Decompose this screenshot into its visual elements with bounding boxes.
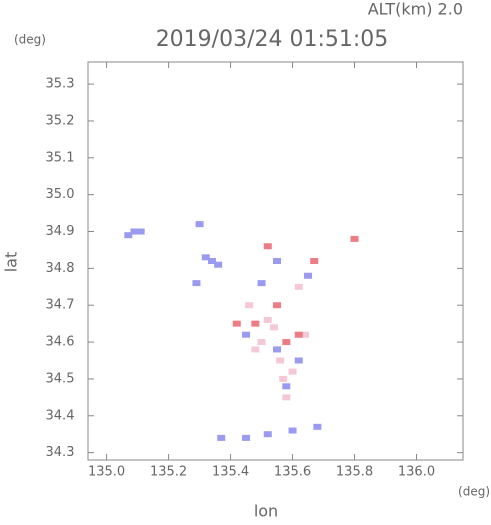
radar-echo [282, 339, 291, 346]
radar-echo [214, 261, 223, 268]
radar-echo [276, 357, 285, 364]
radar-echo [273, 258, 282, 264]
radar-echo [195, 221, 204, 228]
radar-echo [350, 235, 359, 242]
y-unit: (deg) [14, 33, 46, 47]
radar-echo [217, 434, 226, 441]
x-tick-label: 135.8 [336, 465, 373, 480]
radar-echo [232, 320, 241, 327]
radar-echo [257, 339, 266, 346]
radar-echo [130, 228, 139, 235]
radar-echo [269, 324, 278, 331]
radar-echo [273, 346, 282, 353]
radar-echo [300, 331, 309, 338]
radar-echo [273, 302, 282, 309]
y-tick-label: 35.1 [46, 150, 75, 165]
radar-echo [313, 423, 322, 430]
radar-echo [242, 434, 251, 441]
chart-title: 2019/03/24 01:51:05 [156, 27, 389, 52]
y-tick-label: 35.3 [46, 77, 75, 92]
radar-echo [242, 331, 251, 338]
y-tick-label: 34.5 [46, 371, 75, 386]
y-tick-label: 34.6 [46, 335, 75, 350]
radar-echo [201, 254, 210, 261]
radar-echo [282, 383, 291, 390]
radar-echo [294, 283, 303, 290]
radar-echo [245, 302, 254, 309]
plot-frame [87, 61, 464, 461]
radar-echo [251, 320, 260, 327]
x-unit: (deg) [458, 485, 490, 499]
x-tick-label: 135.6 [274, 465, 311, 480]
radar-echo [304, 272, 313, 279]
y-tick-label: 34.8 [46, 261, 75, 276]
radar-echo [294, 331, 303, 338]
y-tick-label: 34.9 [46, 224, 75, 239]
radar-echo [288, 427, 297, 434]
radar-echo [282, 394, 291, 401]
y-tick-label: 35.2 [46, 113, 75, 128]
radar-echo [263, 243, 272, 250]
y-tick-label: 34.4 [46, 408, 75, 423]
radar-echo [136, 228, 145, 235]
radar-echo [279, 375, 288, 382]
x-tick-label: 136.0 [398, 465, 435, 480]
radar-echo [124, 232, 133, 239]
radar-echo [294, 357, 303, 364]
x-axis-label: lon [254, 502, 278, 521]
radar-echo [251, 346, 260, 353]
x-tick-label: 135.4 [212, 465, 249, 480]
x-tick-label: 135.2 [150, 465, 187, 480]
radar-echo [257, 280, 266, 287]
radar-echo [207, 258, 216, 264]
radar-echo [310, 258, 319, 264]
x-tick-label: 135.0 [88, 465, 125, 480]
radar-echo [192, 280, 201, 287]
y-tick-label: 34.7 [46, 298, 75, 313]
y-tick-label: 35.0 [46, 187, 75, 202]
y-tick-label: 34.3 [46, 445, 75, 460]
radar-echo [263, 431, 272, 438]
radar-echo [288, 368, 297, 375]
radar-echo [263, 316, 272, 323]
altitude: ALT(km) 2.0 [368, 0, 463, 19]
y-axis-label: lat [2, 252, 21, 273]
